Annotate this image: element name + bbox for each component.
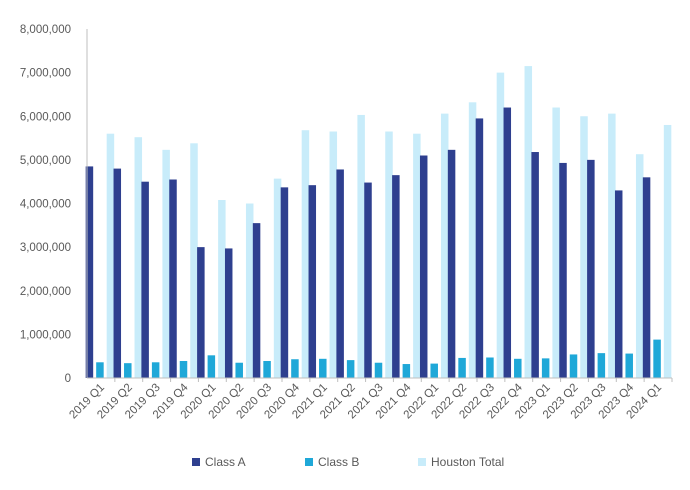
bar-houston-total [608,113,616,378]
bar-houston-total [329,131,338,378]
legend-item-class-b: Class B [305,452,359,472]
legend-label: Class B [318,455,360,469]
bar-houston-total [552,107,560,379]
bar-class-b [430,363,438,378]
bar-houston-total [468,102,477,378]
bar-houston-total [218,200,226,378]
y-tick-label: 2,000,000 [20,286,71,298]
bar-class-b [514,358,522,378]
y-tick-label: 0 [65,373,71,385]
bar-class-b [96,362,104,378]
bar-class-a [503,107,512,379]
bar-class-a [252,223,261,378]
bar-houston-total [301,130,310,378]
bar-class-a [336,169,344,378]
bar-class-a [85,166,94,378]
bar-class-b [653,339,661,378]
bar-class-a [308,185,317,378]
bar-houston-total [413,133,421,378]
bar-class-a [642,177,651,378]
y-tick-label: 1,000,000 [20,329,71,341]
y-tick-label: 3,000,000 [20,242,71,254]
bar-houston-total [580,116,588,378]
bar-class-b [124,363,132,378]
bar-class-b [263,360,271,378]
bars-group [85,66,672,379]
legend-item-houston-total: Houston Total [418,452,504,472]
y-tick-label: 7,000,000 [20,68,71,80]
bar-class-a [197,247,205,378]
legend-swatch [418,458,426,466]
bar-houston-total [524,66,533,379]
bar-houston-total [106,133,115,378]
y-tick-label: 5,000,000 [20,155,71,167]
bar-class-a [169,179,177,378]
y-axis: 0 1,000,000 2,000,000 3,000,000 4,000,000 5,0… [20,24,88,385]
bar-class-b [151,362,160,378]
bar-class-a [113,168,122,378]
bar-class-a [419,155,428,378]
bar-class-a [614,190,623,378]
bar-class-a [531,152,539,378]
bar-class-b [458,357,466,378]
bar-houston-total [357,114,365,378]
bar-houston-total [635,154,644,378]
bar-houston-total [245,203,254,378]
bar-houston-total [134,137,143,378]
legend-item-class-a: Class A [192,452,246,472]
bar-class-b [346,360,355,378]
bar-class-a [280,187,289,378]
bar-class-b [541,358,550,378]
bar-class-b [625,353,633,378]
bar-class-a [141,181,149,378]
bar-houston-total [162,149,170,378]
bar-class-b [486,357,494,378]
legend-label: Class A [205,455,246,469]
y-tick-label: 8,000,000 [20,24,71,36]
bar-class-a [224,248,233,378]
bar-class-a [475,118,484,379]
legend-label: Houston Total [431,455,505,469]
legend-swatch [192,458,200,466]
y-tick-label: 6,000,000 [20,111,71,123]
bar-class-b [569,354,578,378]
bar-houston-total [440,113,449,378]
bar-class-b [207,355,216,378]
bar-class-a [447,149,456,378]
legend-swatch [305,458,313,466]
y-tick-label: 4,000,000 [20,199,71,211]
bar-class-a [587,159,595,378]
bar-class-b [374,362,383,378]
bar-class-b [235,362,243,378]
bar-class-a [392,175,400,378]
legend: Class A Class B Houston Total [0,452,690,472]
bar-houston-total [496,72,505,378]
bar-class-b [319,358,327,378]
bar-houston-total [273,178,282,378]
bar-houston-total [190,143,198,378]
bar-class-b [179,360,188,378]
bar-class-b [291,359,299,378]
bar-class-b [402,364,411,378]
bar-class-b [597,353,606,378]
bar-houston-total [663,124,672,378]
bar-houston-total [385,131,393,378]
bar-class-a [559,162,567,378]
bar-class-a [364,182,372,378]
